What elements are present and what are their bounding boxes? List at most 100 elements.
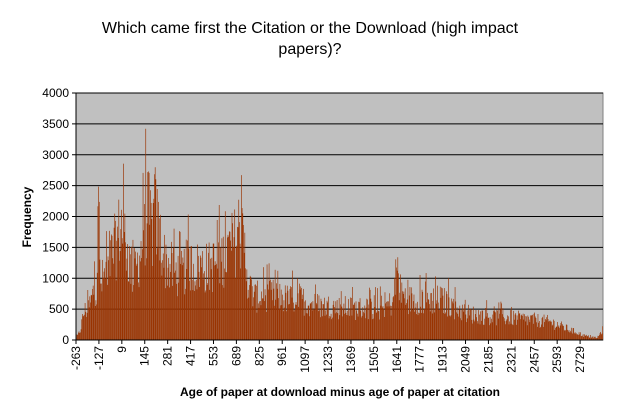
histogram-bar: [589, 337, 591, 340]
histogram-bar: [290, 286, 291, 340]
histogram-bar: [392, 297, 394, 340]
histogram-bar: [395, 259, 397, 340]
histogram-bar: [343, 303, 345, 340]
histogram-bar: [341, 306, 343, 340]
histogram-bar: [187, 214, 189, 340]
histogram-bar: [378, 311, 380, 340]
histogram-bar: [358, 301, 360, 340]
chart-title-line-1: Which came first the Citation or the Dow…: [102, 20, 519, 37]
histogram-bar: [306, 308, 308, 340]
histogram-bar: [222, 236, 224, 340]
histogram-bar: [186, 268, 188, 340]
histogram-bar: [384, 292, 386, 340]
histogram-bar: [397, 257, 399, 340]
histogram-bar: [390, 315, 392, 340]
histogram-bar: [348, 299, 349, 340]
histogram-bar: [143, 230, 145, 340]
histogram-bar: [530, 315, 531, 340]
x-tick-label: 1097: [298, 346, 312, 373]
histogram-bar: [297, 278, 298, 340]
histogram-bar: [545, 319, 546, 340]
histogram-bar: [526, 316, 527, 340]
histogram-bar: [98, 186, 99, 340]
y-tick-label: 2000: [42, 210, 69, 224]
histogram-bar: [202, 279, 204, 340]
histogram-bar: [274, 269, 276, 340]
histogram-bar: [203, 273, 205, 340]
histogram-bar: [377, 288, 378, 340]
histogram-bar: [94, 306, 96, 340]
histogram-bar: [316, 304, 318, 340]
histogram-bar: [576, 334, 578, 340]
histogram-bar: [597, 335, 599, 340]
histogram-bar: [164, 288, 166, 340]
histogram-bar: [144, 265, 146, 340]
histogram-bar: [432, 300, 434, 340]
histogram-bar: [472, 323, 473, 340]
histogram-bar: [404, 288, 406, 340]
histogram-bar: [282, 311, 284, 340]
histogram-bar: [205, 290, 207, 340]
histogram-bar: [499, 309, 501, 340]
histogram-bar: [295, 302, 297, 340]
histogram-bar: [562, 325, 564, 340]
histogram-bar: [321, 316, 323, 340]
histogram-bar: [166, 285, 168, 340]
x-axis-label: Age of paper at download minus age of pa…: [180, 385, 500, 399]
histogram-bar: [332, 304, 334, 340]
histogram-bar: [512, 324, 513, 340]
histogram-bar: [444, 314, 446, 340]
histogram-bar: [337, 313, 339, 340]
histogram-bar: [125, 242, 126, 340]
histogram-bar: [491, 318, 492, 340]
histogram-bar: [106, 231, 107, 340]
histogram-bar: [148, 171, 149, 340]
histogram-bar: [379, 286, 381, 340]
x-tick-label: 2729: [573, 346, 587, 373]
histogram-bar: [422, 291, 424, 340]
histogram-bar: [536, 326, 538, 340]
histogram-bar: [313, 309, 314, 340]
x-tick-label: 1233: [321, 346, 335, 373]
histogram-bar: [312, 301, 314, 340]
y-tick-label: 500: [49, 302, 69, 316]
histogram-bar: [243, 252, 245, 340]
histogram-bar: [315, 302, 317, 340]
histogram-bar: [138, 282, 139, 340]
histogram-bar: [425, 273, 427, 340]
histogram-bar: [381, 307, 383, 340]
histogram-bar: [570, 332, 572, 340]
histogram-bar: [228, 231, 230, 340]
histogram-bar: [146, 223, 148, 340]
histogram-bar: [525, 321, 527, 340]
histogram-bar: [453, 298, 455, 340]
histogram-bar: [511, 306, 513, 340]
histogram-bar: [400, 302, 402, 340]
histogram-bar: [82, 314, 83, 340]
histogram-bar: [538, 322, 539, 340]
histogram-bar: [88, 300, 89, 340]
histogram-bar: [185, 288, 186, 340]
histogram-bar: [593, 336, 595, 340]
histogram-bar: [264, 289, 266, 340]
histogram-bar: [283, 300, 285, 340]
histogram-bar: [324, 297, 325, 340]
histogram-bar: [355, 301, 357, 340]
histogram-bar: [452, 301, 453, 340]
histogram-bar: [542, 316, 544, 340]
histogram-bar: [96, 272, 98, 340]
histogram-bar: [284, 285, 286, 340]
histogram-bar: [567, 331, 569, 340]
histogram-bar: [187, 240, 188, 340]
histogram-bar: [359, 302, 360, 340]
histogram-bar: [557, 321, 558, 340]
histogram-bar: [220, 261, 222, 340]
histogram-bar: [241, 175, 242, 340]
histogram-bar: [268, 263, 270, 340]
histogram-bar: [415, 303, 417, 340]
histogram-bar: [540, 326, 541, 340]
histogram-bar: [391, 305, 393, 340]
histogram-bar: [443, 313, 444, 340]
histogram-bar: [567, 329, 568, 340]
histogram-bar: [268, 289, 269, 340]
